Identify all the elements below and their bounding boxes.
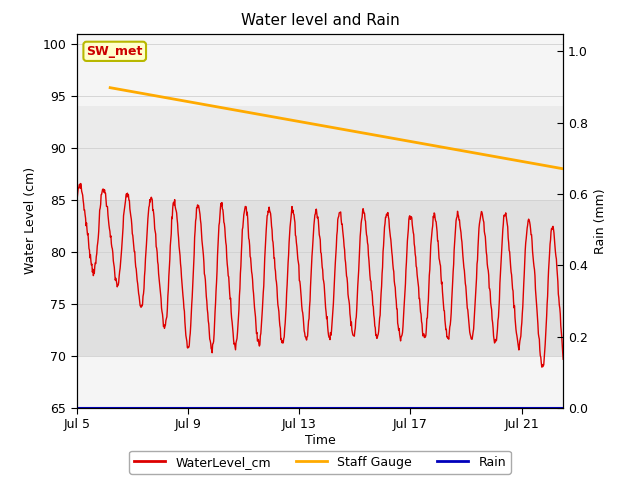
Legend: WaterLevel_cm, Staff Gauge, Rain: WaterLevel_cm, Staff Gauge, Rain: [129, 451, 511, 474]
Bar: [77, 200, 563, 356]
Text: SW_met: SW_met: [86, 45, 143, 58]
Title: Water level and Rain: Water level and Rain: [241, 13, 399, 28]
Y-axis label: Water Level (cm): Water Level (cm): [24, 167, 37, 275]
Y-axis label: Rain (mm): Rain (mm): [594, 188, 607, 253]
X-axis label: Time: Time: [305, 434, 335, 447]
Bar: [77, 107, 563, 200]
